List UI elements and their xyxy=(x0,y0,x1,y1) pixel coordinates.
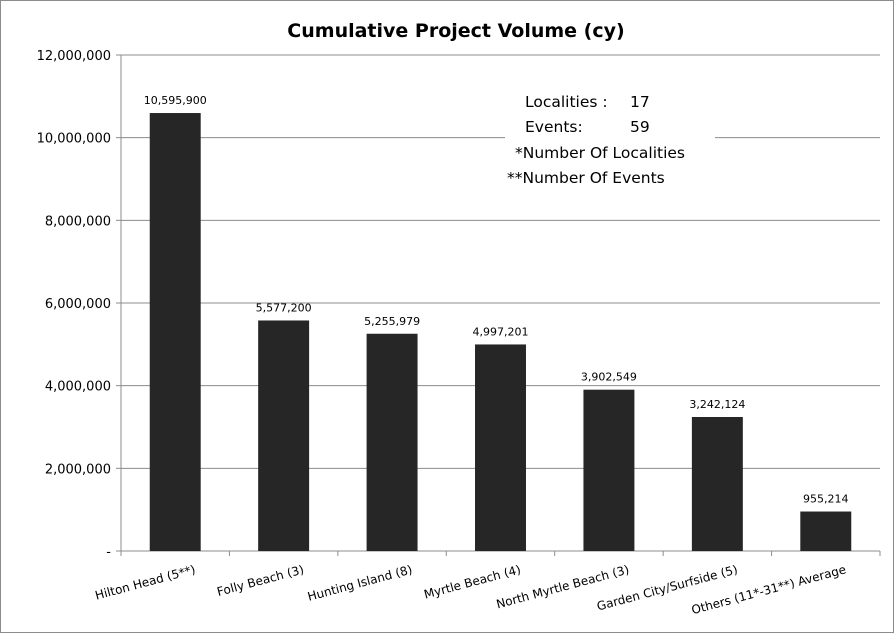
category-label: Hunting Island (8) xyxy=(306,562,414,603)
data-label: 5,255,979 xyxy=(364,315,420,328)
bar xyxy=(258,320,310,551)
y-tick-label: 12,000,000 xyxy=(37,49,111,64)
category-label: Hilton Head (5**) xyxy=(94,562,197,602)
bar xyxy=(583,389,635,551)
y-tick-labels: - 2,000,000 4,000,000 6,000,000 8,000,000 10,… xyxy=(37,49,112,560)
events-value: 59 xyxy=(630,118,650,136)
category-labels: Hilton Head (5**) Folly Beach (3) Hunting … xyxy=(94,562,848,617)
localities-label: Localities : xyxy=(525,93,608,111)
y-tick-label: 10,000,000 xyxy=(37,132,111,147)
annotation-box: Localities : 17 Events: 59 *Number Of Lo… xyxy=(505,84,715,192)
bar xyxy=(149,113,201,551)
bars xyxy=(149,113,852,551)
data-label: 3,902,549 xyxy=(581,371,637,384)
y-tick-label: 6,000,000 xyxy=(45,297,111,312)
y-tick-label: 8,000,000 xyxy=(45,214,111,229)
bar xyxy=(475,344,526,551)
y-tick-label: 2,000,000 xyxy=(45,462,111,477)
footnote-localities: *Number Of Localities xyxy=(515,144,685,162)
footnote-events: **Number Of Events xyxy=(507,169,665,187)
bar xyxy=(366,333,418,551)
data-label: 4,997,201 xyxy=(473,325,529,338)
events-label: Events: xyxy=(525,118,583,136)
bar xyxy=(800,511,852,551)
annotation-background xyxy=(505,84,715,192)
category-label: Folly Beach (3) xyxy=(215,562,305,599)
chart-title: Cumulative Project Volume (cy) xyxy=(287,20,624,42)
y-tick-label: - xyxy=(106,545,111,560)
data-labels: 10,595,900 5,577,200 5,255,979 4,997,201 3,9… xyxy=(144,94,849,505)
bar xyxy=(691,416,743,551)
y-tick-label: 4,000,000 xyxy=(45,380,111,395)
gridlines xyxy=(121,54,880,469)
localities-value: 17 xyxy=(630,93,650,111)
data-label: 3,242,124 xyxy=(689,398,745,411)
data-label: 955,214 xyxy=(803,493,849,506)
data-label: 5,577,200 xyxy=(256,301,312,314)
data-label: 10,595,900 xyxy=(144,94,207,107)
